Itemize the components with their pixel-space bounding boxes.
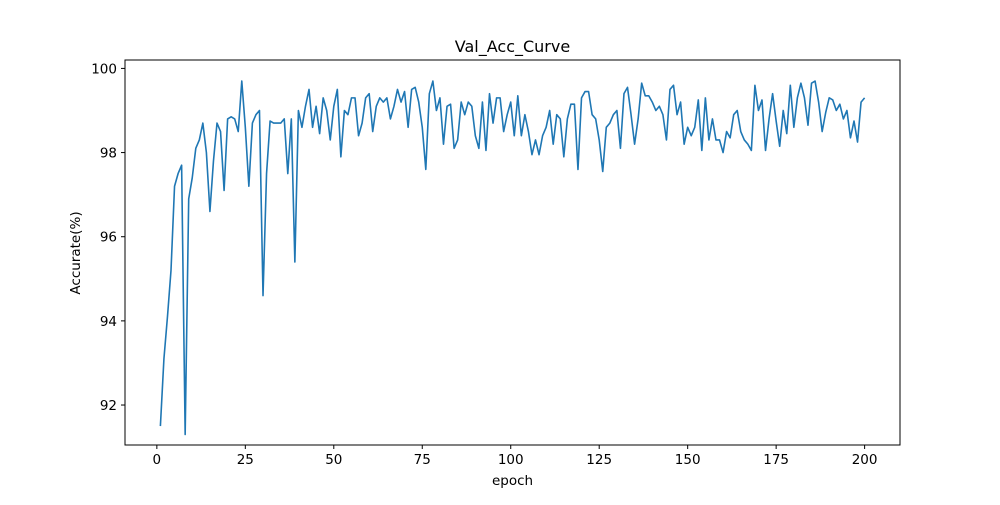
plot-area-frame	[124, 59, 901, 446]
x-axis-ticks: 0 25 50 75 100 125 150 175 200	[153, 445, 878, 468]
y-axis-ticks: 92 94 96 98 100	[91, 61, 125, 414]
y-tick-label: 94	[100, 314, 117, 330]
y-tick-label: 100	[91, 61, 117, 77]
y-axis-label: Accurate(%)	[68, 211, 84, 294]
chart-title: Val_Acc_Curve	[455, 37, 570, 57]
x-axis-label: epoch	[492, 473, 533, 489]
x-tick-label: 100	[498, 452, 524, 468]
plot-line-layer	[159, 80, 866, 436]
y-tick-label: 98	[100, 146, 117, 162]
x-tick-label: 125	[586, 452, 612, 468]
x-tick-label: 25	[237, 452, 254, 468]
x-tick-label: 200	[852, 452, 878, 468]
x-tick-label: 150	[675, 452, 701, 468]
y-tick-label: 96	[100, 230, 117, 246]
x-tick-label: 50	[325, 452, 342, 468]
y-tick-label: 92	[100, 398, 117, 414]
x-tick-label: 0	[153, 452, 162, 468]
x-tick-label: 75	[414, 452, 431, 468]
series-line-0	[159, 80, 866, 436]
x-tick-label: 175	[763, 452, 789, 468]
